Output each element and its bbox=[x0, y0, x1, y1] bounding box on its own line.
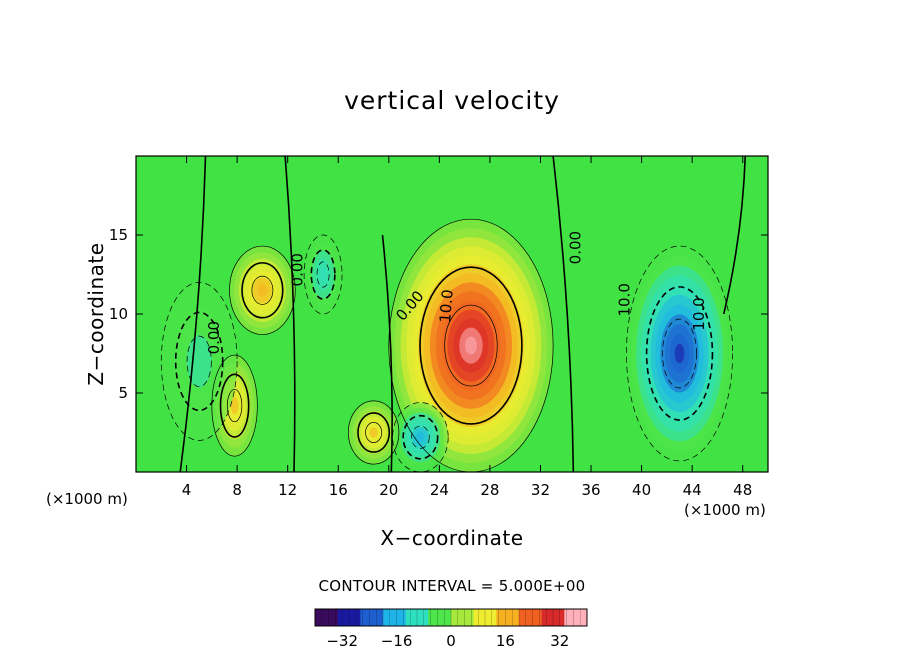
colorbar-segment bbox=[383, 609, 407, 626]
x-tick-label: 32 bbox=[530, 481, 551, 499]
contour-negative bbox=[402, 414, 439, 460]
x-tick-label: 44 bbox=[682, 481, 702, 499]
contour-negative bbox=[662, 318, 697, 389]
contour-interval-text: CONTOUR INTERVAL = 5.000E+00 bbox=[318, 577, 586, 595]
contour-label: 10.0 bbox=[436, 289, 457, 324]
contour-positive bbox=[211, 354, 258, 457]
contour-negative bbox=[186, 335, 212, 388]
contour-zero bbox=[179, 156, 207, 472]
contour-positive bbox=[251, 275, 274, 305]
contour-lines bbox=[160, 156, 747, 472]
field-band bbox=[230, 397, 239, 415]
colorbar-segment bbox=[496, 609, 520, 626]
contour-positive bbox=[229, 245, 296, 335]
x-tick-label: 20 bbox=[379, 481, 399, 499]
colorbar-segment bbox=[405, 609, 429, 626]
contour-negative bbox=[316, 261, 330, 288]
contour-zero bbox=[552, 156, 575, 472]
contour-positive bbox=[444, 304, 498, 387]
colorbar-tick-label: −32 bbox=[326, 632, 359, 650]
contour-negative bbox=[174, 311, 224, 412]
colorbar-segment bbox=[428, 609, 452, 626]
field-band bbox=[257, 283, 268, 297]
colorbar-segment bbox=[360, 609, 384, 626]
contour-positive bbox=[219, 373, 250, 438]
x-tick-label: 28 bbox=[480, 481, 500, 499]
x-unit-label-right: (×1000 m) bbox=[684, 501, 766, 519]
colorbar-segment bbox=[541, 609, 565, 626]
contour-negative bbox=[626, 245, 733, 462]
chart-title: vertical velocity bbox=[344, 86, 560, 115]
colorbar-frame bbox=[314, 608, 588, 627]
field-band bbox=[186, 335, 212, 388]
x-tick-label: 16 bbox=[328, 481, 348, 499]
contour-positive bbox=[241, 262, 284, 319]
colorbar-tick-label: 32 bbox=[550, 632, 570, 650]
colorbar-segment bbox=[451, 609, 475, 626]
contour-negative bbox=[645, 286, 714, 421]
axis-ticks bbox=[136, 156, 768, 472]
contour-positive bbox=[357, 412, 391, 453]
contour-label: 0.00 bbox=[205, 321, 223, 354]
contour-zero bbox=[284, 156, 296, 472]
y-tick-label: 10 bbox=[108, 305, 128, 323]
contour-negative bbox=[411, 425, 430, 449]
field-band bbox=[319, 266, 327, 283]
contour-label: 0.00 bbox=[288, 253, 306, 286]
colorbar-segment bbox=[337, 609, 361, 626]
field-band bbox=[369, 427, 378, 438]
contour-positive bbox=[388, 218, 554, 472]
colorbar-tick-label: −16 bbox=[380, 632, 413, 650]
contour-label: 10.0 bbox=[616, 283, 634, 316]
contour-zero bbox=[722, 156, 747, 315]
colorbar-tick-label: 0 bbox=[446, 632, 456, 650]
x-axis-label: X−coordinate bbox=[380, 526, 524, 550]
x-unit-label-left: (×1000 m) bbox=[46, 490, 128, 508]
x-tick-label: 36 bbox=[581, 481, 601, 499]
contour-positive bbox=[348, 400, 400, 465]
colorbar-segment bbox=[564, 609, 588, 626]
contour-label: 0.00 bbox=[566, 231, 584, 264]
x-tick-label: 24 bbox=[429, 481, 449, 499]
contour-negative bbox=[392, 402, 449, 472]
colorbar-segment bbox=[315, 609, 339, 626]
colorbar-tick-label: 16 bbox=[495, 632, 515, 650]
contour-negative bbox=[310, 249, 336, 300]
contour-negative bbox=[303, 234, 343, 315]
y-tick-label: 5 bbox=[118, 384, 128, 402]
field-band bbox=[465, 336, 477, 355]
contour-positive bbox=[419, 266, 523, 425]
contour-zero bbox=[381, 234, 393, 472]
contour-positive bbox=[226, 389, 243, 423]
x-tick-label: 48 bbox=[733, 481, 753, 499]
x-tick-label: 12 bbox=[278, 481, 298, 499]
x-tick-label: 8 bbox=[232, 481, 242, 499]
field-band bbox=[416, 432, 425, 443]
x-tick-label: 40 bbox=[632, 481, 652, 499]
colorbar-segment bbox=[519, 609, 543, 626]
x-tick-label: 4 bbox=[181, 481, 192, 499]
colorbar-segment bbox=[473, 609, 497, 626]
field-band bbox=[674, 343, 685, 364]
colorbar bbox=[314, 608, 588, 627]
y-tick-label: 15 bbox=[108, 226, 128, 244]
contour-positive bbox=[365, 422, 383, 443]
contour-label: 10.0 bbox=[690, 297, 708, 330]
